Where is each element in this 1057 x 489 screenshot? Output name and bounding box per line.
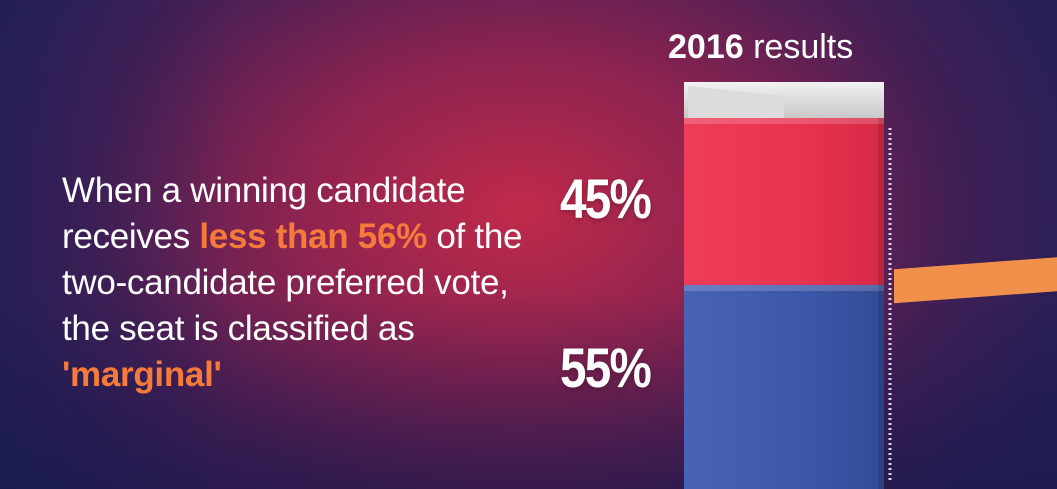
- explanation-part-1: When a winning candidate receives: [62, 171, 466, 256]
- bar-segment-0: [684, 118, 884, 285]
- bar-segment-top-face-0: [684, 118, 884, 124]
- marginal-highlight: 'marginal': [62, 355, 222, 394]
- chart-title-rest: results: [743, 28, 854, 66]
- bar-segment-top-face-1: [684, 284, 884, 291]
- marginal-threshold-band: [894, 257, 1057, 304]
- bar-segment-side-0: [878, 118, 884, 285]
- chart-title-year: 2016: [668, 28, 744, 66]
- bar-segment-1: [684, 284, 884, 489]
- threshold-highlight: less than 56%: [199, 217, 427, 256]
- explanation-text: When a winning candidate receives less t…: [62, 168, 562, 398]
- container-inner-wall: [688, 86, 784, 118]
- bottom-share-label: 55%: [560, 335, 652, 399]
- explanation-part-2: of the two-candidate preferred vote, the…: [62, 217, 523, 348]
- top-share-label: 45%: [560, 167, 652, 230]
- bar-segment-side-1: [878, 284, 884, 489]
- chart-title: 2016 results: [668, 28, 853, 67]
